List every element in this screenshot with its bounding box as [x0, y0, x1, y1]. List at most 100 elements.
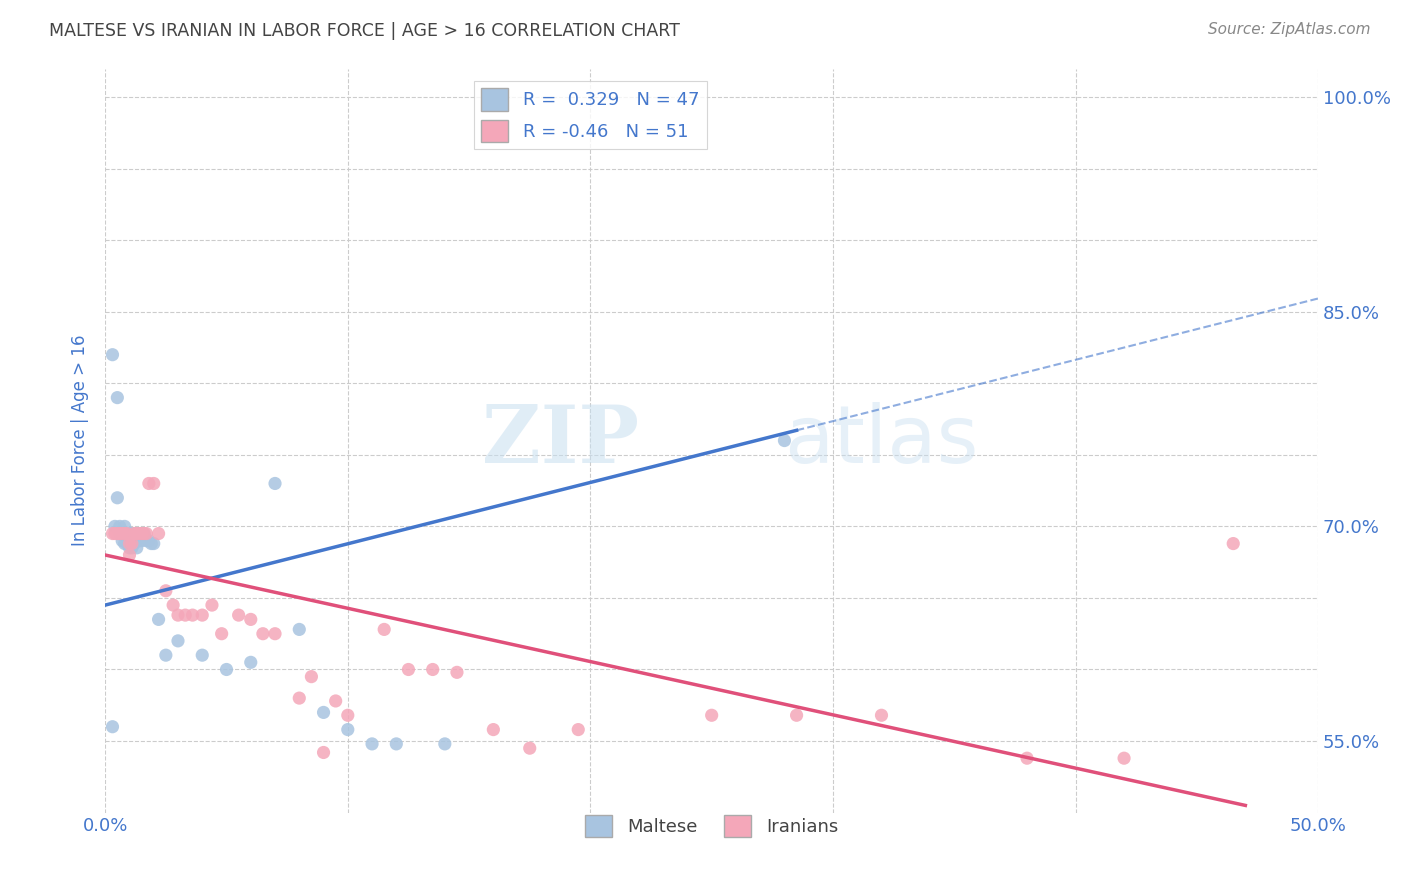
Point — [174, 608, 197, 623]
Point — [128, 526, 150, 541]
Point — [104, 526, 127, 541]
Point — [870, 708, 893, 723]
Point — [115, 536, 138, 550]
Point — [215, 663, 238, 677]
Point — [108, 526, 131, 541]
Point — [125, 526, 148, 541]
Point — [104, 519, 127, 533]
Point — [118, 536, 141, 550]
Point — [148, 526, 170, 541]
Point — [115, 526, 138, 541]
Point — [121, 536, 143, 550]
Point — [385, 737, 408, 751]
Point — [288, 623, 311, 637]
Point — [299, 670, 322, 684]
Point — [114, 526, 136, 541]
Point — [446, 665, 468, 680]
Point — [167, 608, 190, 623]
Point — [603, 820, 626, 834]
Point — [1015, 751, 1038, 765]
Point — [111, 526, 134, 541]
Point — [361, 737, 384, 751]
Point — [519, 741, 541, 756]
Point — [373, 623, 395, 637]
Point — [121, 526, 143, 541]
Point — [433, 737, 456, 751]
Point — [105, 391, 128, 405]
Point — [131, 526, 153, 541]
Text: Source: ZipAtlas.com: Source: ZipAtlas.com — [1208, 22, 1371, 37]
Point — [181, 608, 204, 623]
Point — [264, 626, 287, 640]
Point — [252, 626, 274, 640]
Text: ZIP: ZIP — [482, 401, 638, 480]
Point — [111, 533, 134, 548]
Point — [138, 533, 160, 548]
Point — [141, 536, 163, 550]
Point — [1222, 536, 1244, 550]
Text: MALTESE VS IRANIAN IN LABOR FORCE | AGE > 16 CORRELATION CHART: MALTESE VS IRANIAN IN LABOR FORCE | AGE … — [49, 22, 681, 40]
Point — [128, 526, 150, 541]
Y-axis label: In Labor Force | Age > 16: In Labor Force | Age > 16 — [72, 334, 89, 546]
Point — [228, 608, 250, 623]
Point — [114, 519, 136, 533]
Point — [124, 536, 146, 550]
Point — [155, 648, 177, 663]
Point — [131, 533, 153, 548]
Point — [312, 706, 335, 720]
Point — [125, 533, 148, 548]
Point — [398, 663, 420, 677]
Legend: Maltese, Iranians: Maltese, Iranians — [578, 808, 845, 845]
Point — [1112, 751, 1135, 765]
Point — [111, 526, 134, 541]
Point — [125, 526, 148, 541]
Point — [118, 526, 141, 541]
Point — [115, 526, 138, 541]
Point — [125, 541, 148, 555]
Point — [239, 612, 262, 626]
Point — [118, 526, 141, 541]
Point — [142, 536, 165, 550]
Point — [101, 526, 124, 541]
Point — [138, 476, 160, 491]
Point — [132, 526, 155, 541]
Point — [325, 694, 347, 708]
Point — [101, 348, 124, 362]
Point — [264, 476, 287, 491]
Point — [108, 526, 131, 541]
Point — [135, 533, 157, 548]
Text: atlas: atlas — [785, 401, 979, 480]
Point — [118, 541, 141, 555]
Point — [124, 526, 146, 541]
Point — [131, 848, 153, 863]
Point — [135, 526, 157, 541]
Point — [773, 434, 796, 448]
Point — [336, 723, 359, 737]
Point — [422, 663, 444, 677]
Point — [191, 648, 214, 663]
Point — [336, 708, 359, 723]
Point — [288, 691, 311, 706]
Point — [101, 720, 124, 734]
Point — [124, 526, 146, 541]
Point — [114, 536, 136, 550]
Point — [312, 746, 335, 760]
Point — [786, 708, 808, 723]
Point — [142, 476, 165, 491]
Point — [118, 548, 141, 562]
Point — [148, 612, 170, 626]
Point — [132, 526, 155, 541]
Point — [155, 583, 177, 598]
Point — [191, 608, 214, 623]
Point — [114, 526, 136, 541]
Point — [162, 598, 184, 612]
Point — [482, 723, 505, 737]
Point — [105, 491, 128, 505]
Point — [567, 723, 589, 737]
Point — [700, 708, 723, 723]
Point — [105, 526, 128, 541]
Point — [239, 656, 262, 670]
Point — [167, 633, 190, 648]
Point — [201, 598, 224, 612]
Point — [211, 626, 233, 640]
